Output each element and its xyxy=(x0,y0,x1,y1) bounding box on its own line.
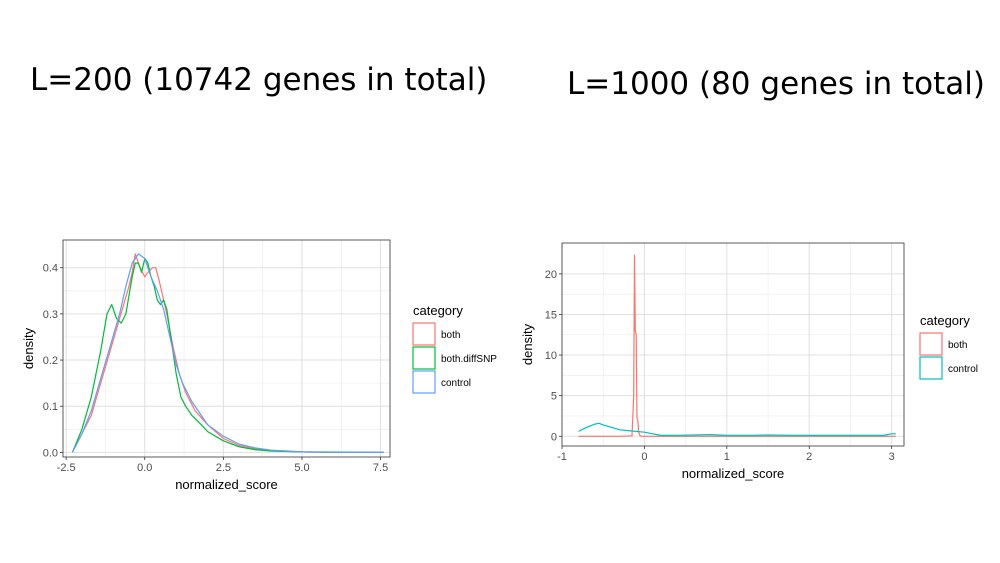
chart-1: -2.5 0.0 2.5 5.0 7.5 0.0 0.1 0.2 0.3 0.4 normalize… xyxy=(21,239,497,492)
y-tick-label: 0.0 xyxy=(43,447,58,459)
series-line-both-diffSNP xyxy=(71,257,384,453)
x-axis-title: normalized_score xyxy=(682,466,785,481)
legend-key-control xyxy=(919,356,943,380)
legend-title: category xyxy=(920,313,970,328)
legend-key-both xyxy=(412,322,436,346)
slide-title-right: L=1000 (80 genes in total) xyxy=(567,66,985,102)
y-axis-title: density xyxy=(520,323,535,365)
plot-panel xyxy=(63,240,390,457)
y-tick-label: 0.2 xyxy=(43,355,58,367)
x-tick-label: 0.0 xyxy=(137,462,152,474)
panel-border xyxy=(62,239,391,458)
y-axis-title: density xyxy=(21,327,36,369)
y-tick-label: 20 xyxy=(545,269,557,281)
legend-label: both xyxy=(441,330,460,341)
y-tick-label: 0.1 xyxy=(43,401,58,413)
legend-key-control xyxy=(412,370,436,394)
y-tick-label: 0.3 xyxy=(43,309,58,321)
series-line-both xyxy=(71,253,384,453)
x-tick-label: 2.5 xyxy=(216,462,231,474)
x-tick-label: -2.5 xyxy=(57,462,76,474)
legend-label: control xyxy=(948,364,978,375)
x-tick-label: 3 xyxy=(889,451,895,463)
series-line-control xyxy=(71,253,384,453)
x-axis-title: normalized_score xyxy=(175,477,278,492)
series-line-both xyxy=(578,254,896,437)
x-tick-label: -1 xyxy=(557,451,567,463)
x-tick-label: 7.5 xyxy=(373,462,388,474)
series-line-control xyxy=(578,422,896,436)
x-tick-label: 1 xyxy=(724,451,730,463)
x-tick-label: 0 xyxy=(641,451,647,463)
legend-title: category xyxy=(413,303,463,318)
x-tick-label: 2 xyxy=(806,451,812,463)
y-tick-label: 0.4 xyxy=(43,263,58,275)
y-tick-label: 5 xyxy=(551,391,557,403)
legend-key-both-diffSNP xyxy=(412,346,436,370)
y-tick-label: 0 xyxy=(551,431,557,443)
panel-border xyxy=(561,242,905,447)
legend-label: both xyxy=(948,340,967,351)
legend-label: both.diffSNP xyxy=(441,354,497,365)
y-tick-label: 15 xyxy=(545,309,557,321)
plot-panel xyxy=(562,243,904,446)
slide-title-left: L=200 (10742 genes in total) xyxy=(30,62,488,98)
legend-label: control xyxy=(441,378,471,389)
y-tick-label: 10 xyxy=(545,350,557,362)
chart-2: -1 0 1 2 305101520normalized_scoredensitycat… xyxy=(520,242,978,481)
legend: category both control xyxy=(919,313,978,380)
legend-key-both xyxy=(919,332,943,356)
x-tick-label: 5.0 xyxy=(294,462,309,474)
legend: category both both.diffSNP control xyxy=(412,303,497,394)
